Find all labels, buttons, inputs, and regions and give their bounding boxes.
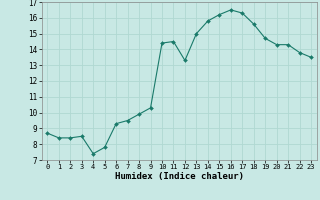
- X-axis label: Humidex (Indice chaleur): Humidex (Indice chaleur): [115, 172, 244, 181]
